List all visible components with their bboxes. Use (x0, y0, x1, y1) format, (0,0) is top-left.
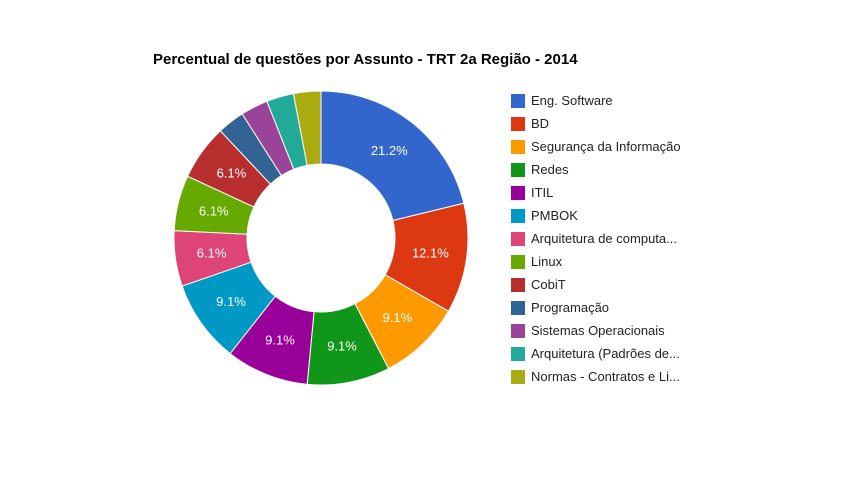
slice-label-1: 12.1% (412, 246, 449, 261)
legend-item-2[interactable]: Segurança da Informação (511, 135, 711, 158)
legend-swatch (511, 116, 525, 131)
legend-label: Linux (531, 254, 563, 269)
legend-label: Arquitetura (Padrões de... (531, 346, 680, 361)
legend-label: Segurança da Informação (531, 139, 681, 154)
legend-item-5[interactable]: PMBOK (511, 204, 711, 227)
slice-label-5: 9.1% (216, 294, 246, 309)
legend-swatch (511, 346, 525, 361)
legend-swatch (511, 300, 525, 315)
legend-label: Sistemas Operacionais (531, 323, 665, 338)
slice-label-3: 9.1% (327, 338, 357, 353)
legend-item-6[interactable]: Arquitetura de computa... (511, 227, 711, 250)
legend-swatch (511, 254, 525, 269)
legend-label: Programação (531, 300, 610, 315)
legend-label: BD (531, 116, 550, 131)
legend-label: ITIL (531, 185, 554, 200)
legend-swatch (511, 139, 525, 154)
pie-slice-0[interactable] (320, 90, 465, 222)
pie-slice-12[interactable] (292, 90, 322, 166)
legend-label: PMBOK (531, 208, 578, 223)
legend-label: Eng. Software (531, 93, 613, 108)
legend-swatch (511, 323, 525, 338)
legend-item-8[interactable]: CobiT (511, 273, 711, 296)
slice-label-0: 21.2% (371, 143, 408, 158)
legend-label: Normas - Contratos e Li... (531, 369, 680, 384)
legend-item-10[interactable]: Sistemas Operacionais (511, 319, 711, 342)
legend-item-4[interactable]: ITIL (511, 181, 711, 204)
chart-title: Percentual de questões por Assunto - TRT… (153, 51, 578, 68)
slice-label-4: 9.1% (265, 333, 295, 348)
legend-swatch (511, 162, 525, 177)
legend-swatch (511, 231, 525, 246)
slice-label-7: 6.1% (199, 204, 229, 219)
legend-item-1[interactable]: BD (511, 112, 711, 135)
legend-swatch (511, 369, 525, 384)
legend-swatch (511, 185, 525, 200)
legend-item-7[interactable]: Linux (511, 250, 711, 273)
legend-label: Arquitetura de computa... (531, 231, 677, 246)
slice-label-2: 9.1% (383, 310, 413, 325)
legend-item-11[interactable]: Arquitetura (Padrões de... (511, 342, 711, 365)
slice-label-6: 6.1% (197, 246, 227, 261)
legend-label: Redes (531, 162, 569, 177)
legend-item-0[interactable]: Eng. Software (511, 89, 711, 112)
legend-item-3[interactable]: Redes (511, 158, 711, 181)
legend-swatch (511, 208, 525, 223)
legend-label: CobiT (531, 277, 566, 292)
slice-label-8: 6.1% (217, 165, 247, 180)
chart-legend: Eng. Software BD Segurança da Informação Re… (511, 89, 711, 388)
legend-item-12[interactable]: Normas - Contratos e Li... (511, 365, 711, 388)
legend-swatch (511, 93, 525, 108)
legend-swatch (511, 277, 525, 292)
legend-item-9[interactable]: Programação (511, 296, 711, 319)
